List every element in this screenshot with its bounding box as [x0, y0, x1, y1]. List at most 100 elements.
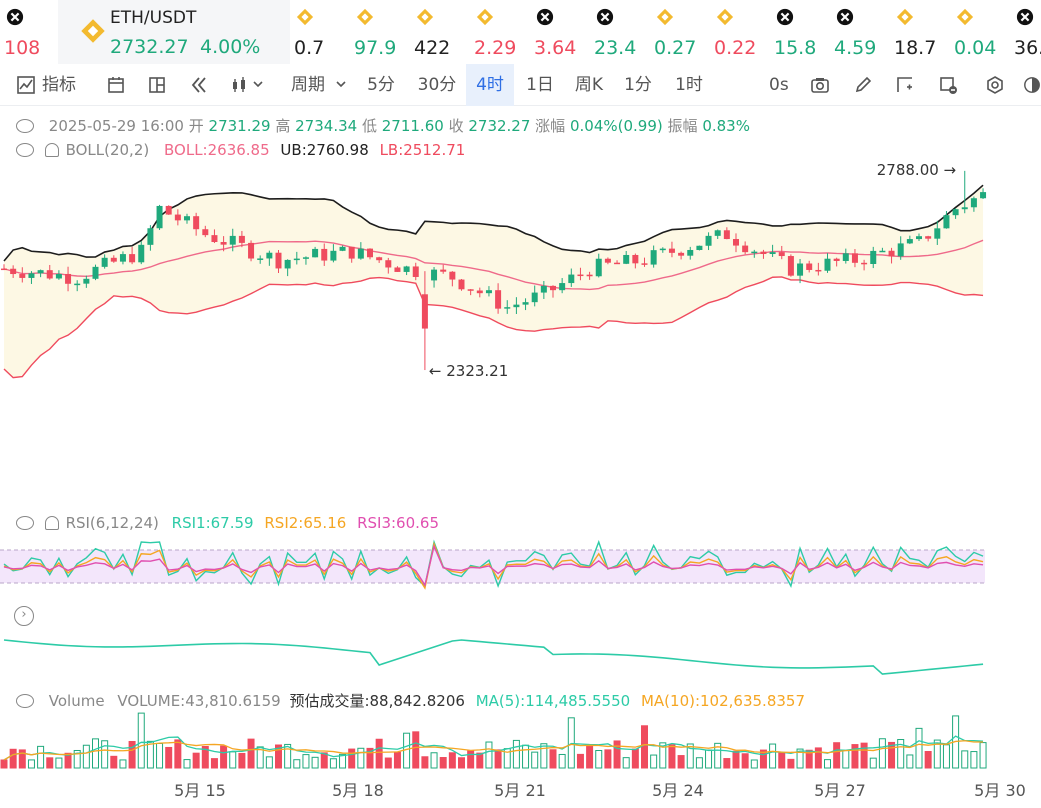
candle-body [357, 248, 364, 259]
interval-tab[interactable]: 4时 [466, 64, 514, 106]
pencil-icon[interactable] [853, 75, 873, 95]
drawing-tool-icon[interactable] [895, 75, 915, 95]
candle-body [970, 198, 977, 208]
ticker-item[interactable]: 0.22 [710, 0, 766, 64]
volume-bar [695, 757, 703, 769]
volume-bar [558, 753, 566, 769]
candle-body [522, 302, 529, 305]
interval-tab[interactable]: 1时 [675, 75, 703, 95]
ticker-value: 18.7 [894, 37, 937, 59]
interval-tab[interactable]: 30分 [417, 75, 457, 95]
ticker-item[interactable]: 2.29 [470, 0, 526, 64]
interval-tab[interactable]: 1分 [624, 75, 652, 95]
binance-icon [476, 8, 494, 26]
eye-icon[interactable] [16, 143, 34, 157]
candle-body [504, 307, 511, 309]
ticker-item-eth-usdt[interactable]: ETH/USDT 2732.27 4.00% [58, 0, 290, 64]
candle-body [421, 294, 428, 329]
eye-icon[interactable] [16, 694, 34, 708]
candle-body [961, 207, 968, 210]
candle-body [476, 290, 483, 294]
candle-body [577, 274, 584, 277]
ticker-item[interactable]: 36. [1010, 0, 1041, 64]
ticker-item[interactable]: 4.59 [830, 0, 886, 64]
volume-bar [842, 750, 850, 769]
volume-bar [311, 756, 319, 769]
volume-bar [73, 749, 81, 769]
x-coin-icon [6, 8, 24, 26]
ticker-item[interactable]: 3.64 [530, 0, 586, 64]
candle-body [10, 268, 17, 275]
ticker-item[interactable]: 18.7 [890, 0, 946, 64]
eye-icon[interactable] [16, 119, 34, 133]
chevron-down-icon[interactable] [252, 78, 264, 90]
indicator-button[interactable]: 指标 [42, 75, 76, 95]
camera-icon[interactable] [810, 75, 830, 95]
layout-icon[interactable] [147, 75, 167, 95]
volume-bar [348, 748, 356, 769]
theme-icon[interactable] [1023, 75, 1041, 95]
candle-body [28, 273, 35, 278]
expand-panel-button[interactable]: › [14, 604, 34, 626]
ticker-value: 23.4 [594, 37, 637, 59]
volume-bar [549, 749, 557, 769]
volume-bar [970, 751, 978, 769]
volume-ma10: MA(10):102,635.8357 [640, 692, 805, 710]
rsi2-value: RSI2:65.16 [264, 514, 347, 532]
rewind-icon[interactable] [189, 75, 209, 95]
ticker-item[interactable]: 422 [410, 0, 466, 64]
ticker-item[interactable]: 0.04 [950, 0, 1006, 64]
candle-body [888, 250, 895, 257]
ticker-item[interactable]: 23.4 [590, 0, 646, 64]
volume-bar [46, 757, 54, 769]
hide-drawings-icon[interactable] [938, 75, 958, 95]
featured-change: 4.00% [200, 36, 261, 58]
candle-body [897, 243, 904, 257]
bell-icon[interactable] [44, 516, 59, 530]
candle-body [293, 258, 300, 261]
calendar-icon[interactable] [106, 75, 126, 95]
ticker-item[interactable]: 0.27 [650, 0, 706, 64]
volume-bar [430, 752, 438, 769]
volume-bar [814, 747, 822, 769]
binance-icon [716, 8, 734, 26]
candle-body [513, 304, 520, 308]
volume-bar [229, 751, 237, 769]
ticker-item[interactable]: 0.7 [290, 0, 346, 64]
volume-bar [265, 756, 273, 769]
candle-body [92, 266, 99, 279]
rsi3-line [3, 544, 984, 587]
candle-body [586, 274, 593, 277]
period-chevron-icon[interactable] [335, 78, 347, 90]
candle-body [339, 246, 346, 251]
volume-bar [567, 717, 575, 769]
volume-bar [503, 748, 511, 769]
volume-bar [37, 745, 45, 769]
candle-body [742, 245, 749, 253]
ticker-item[interactable]: 15.8 [770, 0, 826, 64]
chevron-right-circle-icon[interactable]: › [14, 606, 34, 626]
ticker-value: 15.8 [774, 37, 817, 59]
ticker-item[interactable]: 108 [0, 0, 52, 64]
x-coin-icon [536, 8, 554, 26]
period-dropdown[interactable]: 周期 [291, 75, 325, 95]
bell-icon[interactable] [44, 143, 59, 157]
ticker-value: 4.59 [834, 37, 877, 59]
candle-body [595, 258, 602, 277]
candle-type-icon[interactable] [230, 75, 250, 95]
interval-tab[interactable]: 1日 [526, 75, 554, 95]
interval-tab[interactable]: 周K [574, 75, 604, 95]
eye-icon[interactable] [16, 516, 34, 530]
indicator-icon[interactable] [16, 75, 36, 95]
ticker-item[interactable]: 97.9 [350, 0, 406, 64]
volume-bar [256, 746, 264, 769]
volume-bar [448, 752, 456, 769]
candle-body [1, 268, 7, 271]
settings-icon[interactable] [985, 75, 1005, 95]
ticker-value: 36. [1014, 37, 1041, 59]
candle-body [934, 228, 941, 239]
volume-bar [586, 745, 594, 769]
candle-body [449, 271, 456, 280]
volume-bar [604, 749, 612, 769]
interval-tab[interactable]: 5分 [367, 75, 395, 95]
